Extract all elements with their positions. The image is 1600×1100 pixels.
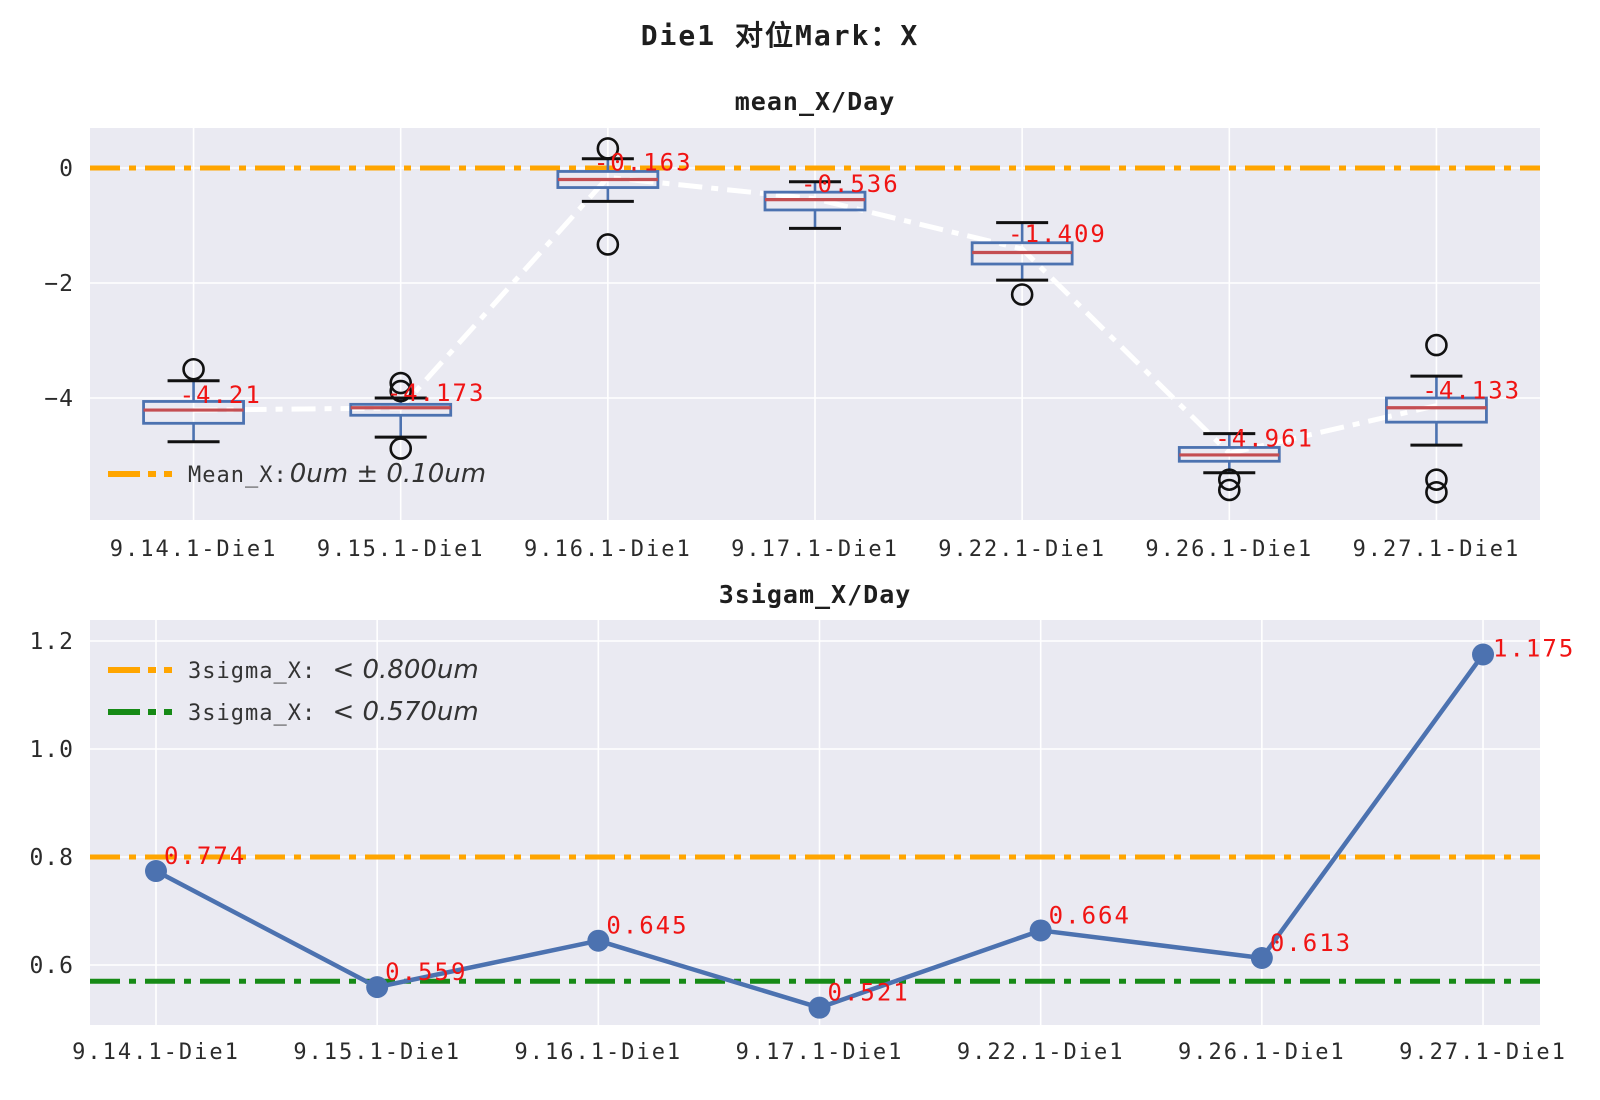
sigma-value-label: 1.175 [1493, 635, 1575, 663]
y-tick-label: 1.0 [29, 737, 74, 763]
outlier-point [182, 357, 205, 381]
x-tick-label: 9.26.1-Die1 [1178, 1040, 1346, 1065]
mean-value-label: -4.173 [387, 379, 486, 407]
outlier-point [389, 437, 413, 460]
x-tick-label: 9.15.1-Die1 [293, 1040, 461, 1065]
box [142, 400, 245, 425]
mean-x-legend-label: Mean_X: [188, 463, 288, 488]
boxplot-9.22.1-Die1 [970, 221, 1074, 306]
sigma-lower-legend-label: 3sigma_X: [188, 701, 331, 726]
boxplot-9.26.1-Die1 [1177, 432, 1281, 502]
sigma-x-plot-background [90, 620, 1540, 1025]
sigma-data-point [1029, 919, 1052, 942]
sigma-value-label: 0.645 [606, 912, 688, 940]
y-tick-label: −4 [44, 386, 74, 412]
x-tick-label: 9.15.1-Die1 [317, 537, 485, 562]
x-tick-label: 9.14.1-Die1 [110, 537, 278, 562]
sigma-lower-limit-dash-icon [108, 709, 172, 715]
y-tick-label: 0.6 [29, 953, 74, 979]
mean-value-label: -1.409 [1008, 220, 1107, 248]
mean-x-legend-value: 0um ± 0.10um [289, 459, 487, 489]
sigma-data-point [808, 996, 831, 1019]
sigma-upper-legend-value: < 0.800um [332, 655, 479, 685]
x-tick-label: 9.14.1-Die1 [72, 1040, 240, 1065]
sigma-data-point [366, 976, 389, 999]
outlier-point [1217, 478, 1241, 502]
mean-value-label: -4.21 [180, 381, 262, 409]
sigma-value-label: 0.559 [385, 958, 467, 986]
sigma-lower-legend-value: < 0.570um [332, 697, 479, 727]
boxplot-9.15.1-Die1 [349, 371, 453, 460]
x-tick-label: 9.16.1-Die1 [524, 537, 692, 562]
sigma-x-legend-lower: 3sigma_X: < 0.570um [108, 694, 479, 730]
sigma-data-point [145, 860, 167, 883]
y-tick-label: −2 [44, 271, 74, 297]
x-tick-label: 9.22.1-Die1 [938, 537, 1106, 562]
outlier-point [1217, 468, 1241, 491]
mean-x-legend: Mean_X:0um ± 0.10um [108, 456, 486, 492]
mean-x-chart-title: mean_X/Day [734, 87, 896, 116]
y-tick-label: 0.8 [29, 845, 74, 871]
mean-x-plot-area: -4.21 -4.173 -0.163 -0.536 -1.409 -4.961 -4.13… [44, 128, 1540, 562]
outlier-point [389, 379, 413, 403]
mean-value-label: -4.961 [1215, 424, 1314, 452]
figure-title: Die1 对位Mark：X [640, 19, 920, 52]
boxplot-9.14.1-Die1 [142, 357, 245, 444]
sigma-value-label: 0.664 [1049, 901, 1131, 929]
sigma-upper-limit-dash-icon [108, 667, 172, 673]
outlier-point [596, 233, 620, 256]
y-tick-label: 1.2 [29, 629, 74, 655]
sigma-data-point [1472, 643, 1495, 666]
outlier-point [1425, 468, 1448, 491]
sigma-value-label: 0.774 [164, 842, 246, 870]
x-tick-label: 9.26.1-Die1 [1145, 537, 1313, 562]
mean-value-label: -0.536 [801, 170, 900, 198]
mean-limit-dash-icon [108, 471, 172, 477]
x-tick-label: 9.27.1-Die1 [1399, 1040, 1567, 1065]
sigma-value-label: 0.613 [1270, 929, 1352, 957]
outlier-point [389, 371, 413, 395]
outlier-point [1425, 333, 1448, 357]
outlier-point [1425, 480, 1448, 504]
x-tick-label: 9.17.1-Die1 [736, 1040, 904, 1065]
sigma-upper-legend-label: 3sigma_X: [188, 659, 331, 684]
mean-value-label: -0.163 [594, 148, 693, 176]
sigma-x-plot-area: 0.774 0.559 0.645 0.521 0.664 0.613 1.175 1.2 1.… [29, 620, 1575, 1065]
box [1385, 396, 1488, 424]
x-tick-label: 9.17.1-Die1 [731, 537, 899, 562]
sigma-data-point [1250, 946, 1273, 969]
x-tick-label: 9.16.1-Die1 [514, 1040, 682, 1065]
x-tick-label: 9.27.1-Die1 [1353, 537, 1521, 562]
outlier-point [596, 137, 620, 160]
box [349, 402, 453, 417]
boxplot-9.27.1-Die1 [1385, 333, 1488, 504]
sigma-x-legend-upper: 3sigma_X: < 0.800um [108, 652, 479, 688]
sigma-x-chart-title: 3sigam_X/Day [718, 580, 912, 609]
boxplot-9.17.1-Die1 [763, 180, 867, 230]
boxplot-9.16.1-Die1 [556, 137, 660, 256]
sigma-data-point [587, 929, 610, 952]
x-tick-label: 9.22.1-Die1 [957, 1040, 1125, 1065]
sigma-value-label: 0.521 [828, 979, 910, 1007]
y-tick-label: 0 [59, 156, 74, 182]
outlier-point [1010, 283, 1034, 306]
mean-value-label: -4.133 [1422, 377, 1521, 405]
